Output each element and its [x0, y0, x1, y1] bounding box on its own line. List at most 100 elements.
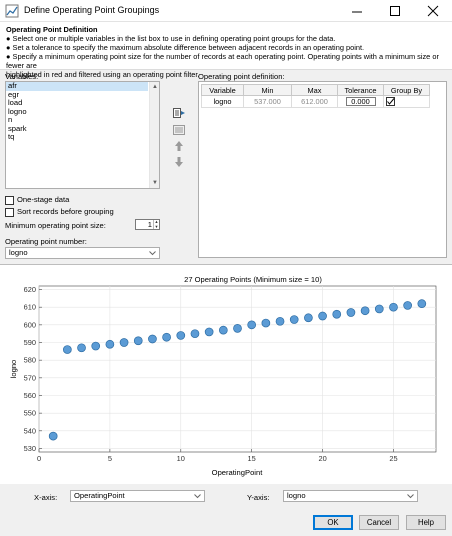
data-point — [360, 306, 370, 316]
add-variable-icon[interactable] — [173, 107, 185, 119]
group-by-checkbox[interactable] — [386, 97, 395, 107]
app-icon — [5, 4, 19, 18]
y-tick-label: 580 — [24, 356, 36, 365]
min-size-label: Minimum operating point size: — [5, 221, 106, 230]
opdef-table: Variable Min Max Tolerance Group By logn… — [201, 84, 430, 108]
data-point — [403, 301, 412, 310]
list-item[interactable]: load — [8, 98, 23, 107]
data-point — [63, 345, 72, 354]
opnum-dropdown[interactable]: logno — [5, 247, 160, 259]
data-point — [162, 332, 171, 342]
move-down-icon[interactable] — [173, 156, 185, 168]
y-tick-label: 550 — [24, 409, 36, 418]
max-cell: 612.000 — [291, 95, 338, 108]
scatter-chart: 27 Operating Points (Minimum size = 10) … — [9, 275, 437, 477]
help-button[interactable]: Help — [406, 515, 446, 530]
list-item[interactable]: afr — [6, 81, 148, 91]
title-bar: Define Operating Point Groupings — [0, 0, 452, 22]
column-header: Min — [243, 84, 292, 96]
group-by-cell — [383, 95, 430, 108]
chart-title: 27 Operating Points (Minimum size = 10) — [184, 275, 322, 284]
data-point — [346, 308, 356, 317]
opdef-table-panel: Variable Min Max Tolerance Group By logn… — [198, 81, 447, 258]
x-axis-value: OperatingPoint — [74, 491, 125, 500]
y-tick-label: 610 — [24, 303, 36, 312]
x-tick-label: 5 — [108, 454, 112, 463]
data-point — [91, 341, 101, 351]
x-axis-selector-label: X-axis: — [34, 493, 58, 502]
y-tick-label: 590 — [24, 338, 36, 347]
sort-records-label: Sort records before grouping — [17, 207, 114, 216]
column-header: Tolerance — [337, 84, 384, 96]
checkbox-box[interactable] — [5, 207, 14, 217]
minimize-button[interactable] — [338, 0, 376, 22]
data-point — [77, 343, 86, 353]
y-tick-label: 600 — [24, 320, 36, 329]
spinner-arrows-icon[interactable]: ▲ ▼ — [153, 219, 159, 229]
scroll-up-icon[interactable]: ▲ — [152, 84, 158, 90]
data-point — [133, 336, 143, 346]
data-point — [204, 327, 214, 337]
one-stage-label: One-stage data — [17, 195, 70, 204]
tolerance-input[interactable]: 0.000 — [345, 97, 376, 106]
data-point — [417, 299, 427, 309]
ok-button[interactable]: OK — [313, 515, 353, 530]
table-row: logno 537.000 612.000 0.000 — [201, 95, 430, 108]
data-point — [247, 320, 257, 330]
plot-panel: 27 Operating Points (Minimum size = 10) … — [0, 266, 452, 484]
checkbox-box[interactable] — [5, 195, 14, 205]
min-size-spinner[interactable]: 1 ▲ ▼ — [135, 219, 160, 230]
window-title: Define Operating Point Groupings — [24, 5, 160, 15]
min-size-value: 1 — [147, 220, 152, 229]
min-cell: 537.000 — [243, 95, 292, 108]
data-point — [304, 313, 313, 323]
data-point — [190, 329, 200, 339]
variable-cell: logno — [201, 95, 244, 108]
data-point — [105, 339, 115, 349]
y-tick-label: 540 — [24, 426, 36, 435]
y-axis-dropdown[interactable]: logno — [283, 490, 418, 502]
data-point — [119, 338, 129, 347]
list-item[interactable]: n — [8, 115, 13, 124]
list-item[interactable]: egr — [8, 89, 19, 99]
y-tick-label: 530 — [24, 444, 36, 453]
list-item[interactable]: tq — [8, 132, 15, 141]
close-button[interactable] — [414, 0, 452, 22]
list-item[interactable]: spark — [8, 123, 27, 133]
y-tick-label: 620 — [24, 285, 36, 294]
listbox-scrollbar[interactable]: ▲ ▼ — [149, 82, 159, 188]
x-tick-label: 0 — [37, 454, 41, 463]
data-point — [48, 431, 58, 441]
data-point — [374, 304, 384, 314]
move-up-icon[interactable] — [173, 140, 185, 152]
description-heading: Operating Point Definition — [6, 25, 98, 34]
data-point — [261, 318, 271, 328]
chevron-down-icon — [194, 494, 201, 499]
opnum-value: logno — [9, 248, 28, 257]
remove-variable-icon[interactable] — [173, 124, 185, 136]
one-stage-checkbox[interactable]: One-stage data — [5, 195, 69, 205]
data-point — [318, 311, 327, 321]
tolerance-cell: 0.000 — [337, 95, 384, 108]
scroll-down-icon[interactable]: ▼ — [152, 180, 158, 186]
variables-listbox[interactable]: afr egr load logno n spark tq ▲ ▼ — [5, 81, 160, 189]
y-axis-selector-label: Y-axis: — [247, 493, 270, 502]
opnum-label: Operating point number: — [5, 237, 87, 246]
opdef-label: Operating point definition: — [198, 72, 285, 81]
list-item[interactable]: logno — [8, 106, 27, 116]
y-tick-label: 570 — [24, 373, 36, 382]
minimize-icon — [352, 11, 362, 13]
description-bullet: ● Select one or multiple variables in th… — [6, 34, 336, 43]
y-axis-label: logno — [9, 360, 18, 379]
x-tick-label: 20 — [318, 454, 326, 463]
x-axis-dropdown[interactable]: OperatingPoint — [70, 490, 205, 502]
data-point — [289, 315, 299, 324]
maximize-button[interactable] — [376, 0, 414, 22]
cancel-button[interactable]: Cancel — [359, 515, 399, 530]
chevron-down-icon — [407, 494, 414, 499]
sort-records-checkbox[interactable]: Sort records before grouping — [5, 207, 114, 217]
x-tick-label: 10 — [177, 454, 185, 463]
data-point — [176, 331, 186, 340]
data-point — [233, 324, 242, 333]
column-header: Variable — [201, 84, 244, 96]
